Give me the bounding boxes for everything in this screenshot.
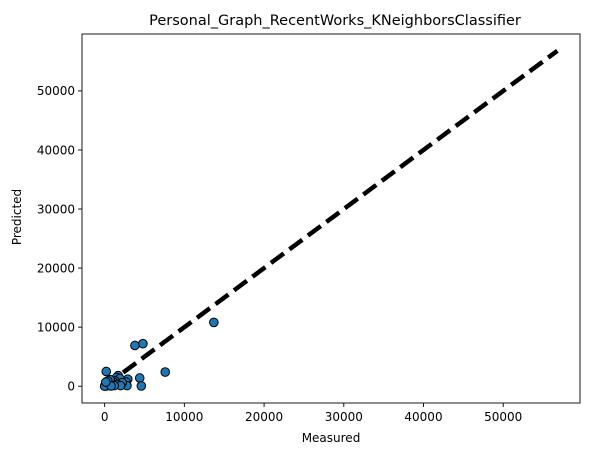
reference-line-layer [103,48,559,389]
x-tick-label: 10000 [165,410,203,424]
y-tick-label: 0 [67,380,75,394]
data-point [136,381,147,391]
y-axis-label: Predicted [10,189,24,245]
y-tick-label: 50000 [37,84,75,98]
y-tick-label: 30000 [37,202,75,216]
data-point [138,338,148,349]
data-point [134,373,145,383]
chart-title: Personal_Graph_RecentWorks_KNeighborsCla… [149,13,521,29]
x-tick-label: 40000 [404,410,442,424]
axes: 0 10000 20000 30000 40000 50000 0 10000 20000 300… [37,33,581,424]
x-tick-label: 50000 [484,410,522,424]
y-tick-label: 40000 [37,143,75,157]
data-point [209,317,219,328]
x-tick-label: 20000 [245,410,283,424]
reference-line [103,48,559,389]
axes-frame [81,33,581,404]
x-tick-label: 0 [101,410,109,424]
x-axis-label: Measured [302,431,361,445]
x-tick-label: 30000 [325,410,363,424]
data-point [101,366,112,377]
data-points [99,317,219,392]
data-point [130,340,140,351]
data-point [160,367,171,377]
y-tick-label: 10000 [37,320,75,334]
data-point [101,377,111,387]
y-tick-label: 20000 [37,261,75,275]
